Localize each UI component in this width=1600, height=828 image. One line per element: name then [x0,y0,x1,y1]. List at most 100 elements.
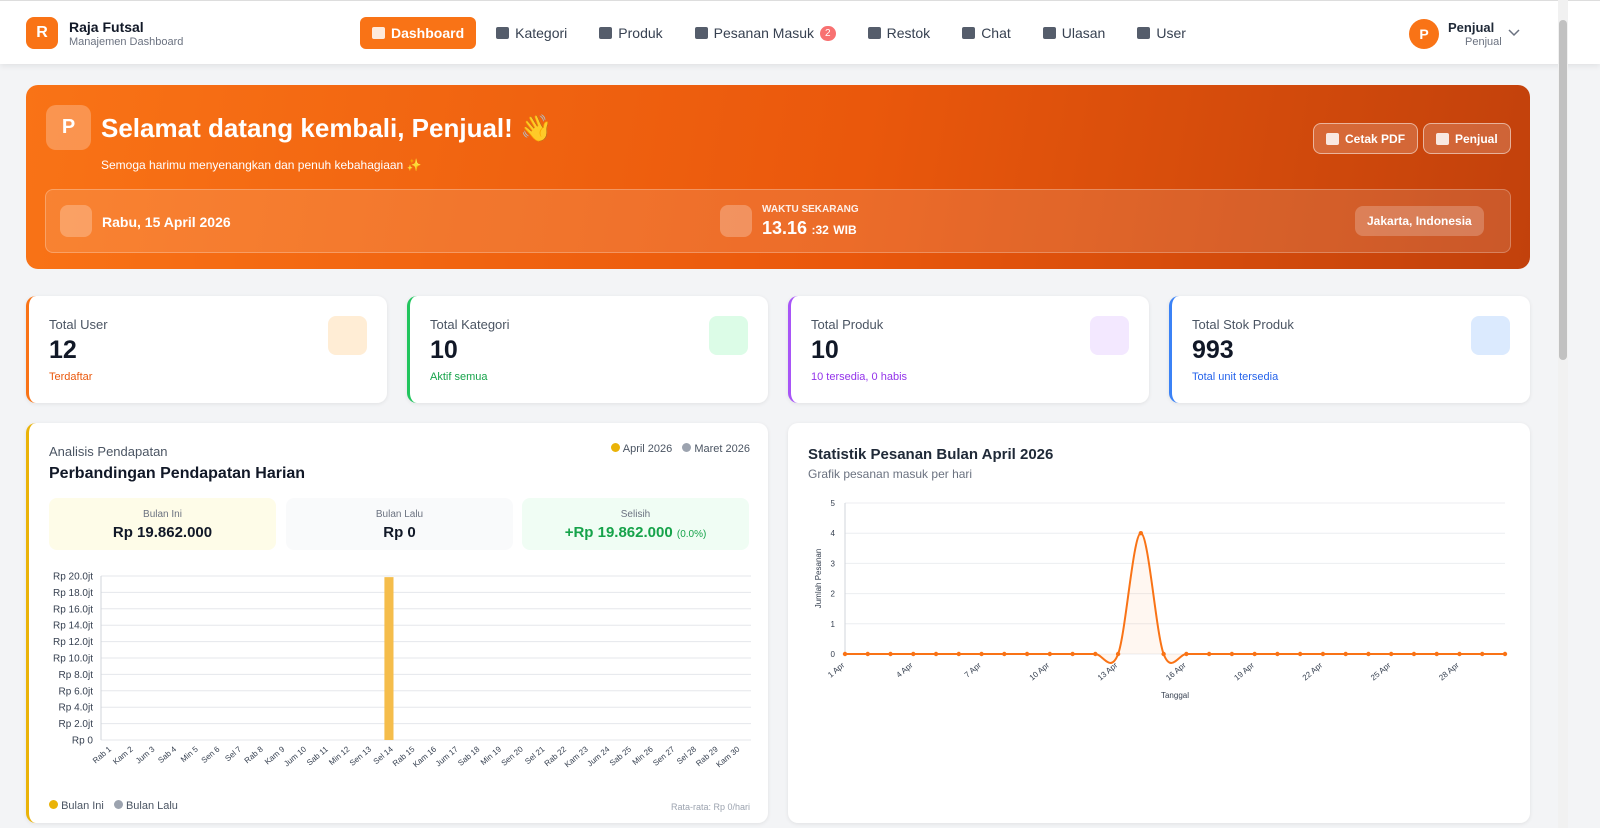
stat-label: Total Stok Produk [1192,317,1294,332]
timezone: WIB [833,223,857,237]
summary-value: Rp 19.862.000 [112,524,213,541]
stat-label: Total User [49,317,108,332]
button-label: Cetak PDF [1345,131,1406,146]
time: 13.16 :32 WIB [762,218,857,239]
point [1138,531,1144,536]
x-tick-label: Sen 6 [200,744,222,765]
logo[interactable]: R [26,17,58,49]
x-tick-label: 16 Apr [1164,660,1188,682]
average: Rata-rata: Rp 0/hari [670,802,750,812]
y-tick-label: 4 [831,529,836,538]
nav-item[interactable]: Pesanan Masuk 2 [683,17,848,49]
x-tick-label: 7 Apr [963,660,983,679]
hero-subtitle: Semoga harimu menyenangkan dan penuh keb… [101,158,422,172]
stat-card: Total User 12 Terdaftar [26,296,387,403]
nav-item[interactable]: Restok [856,17,943,49]
orders-chart: 0 1 2 3 4 5 1 Apr 4 Apr 7 Apr 10 Apr 13 Apr 16 Apr 1… [814,499,1508,700]
time-label: WAKTU SEKARANG [762,204,859,215]
summary-note: (0.0%) [676,529,707,540]
y-tick-label: Rp 16.0jt [53,604,93,615]
button-label: Penjual [1455,131,1498,146]
point [865,651,870,657]
x-tick-label: Jum 3 [134,744,157,765]
line-area [845,533,1505,663]
nav-label: Pesanan Masuk [713,25,815,41]
y-tick-label: Rp 2.0jt [59,719,94,730]
scrollbar[interactable] [1558,0,1568,828]
header: R Raja Futsal Manajemen Dashboard Dashbo… [0,0,1600,64]
y-tick-label: 3 [831,559,836,568]
period-legend: April 2026 Maret 2026 [611,443,750,455]
kicker: Analisis Pendapatan [49,444,168,459]
y-tick-label: Rp 20.0jt [53,572,93,583]
legend-label: Bulan Ini [61,800,104,812]
point [1457,651,1462,657]
pdf-button[interactable]: Cetak PDF [1313,123,1419,154]
role-button[interactable]: Penjual [1423,123,1511,154]
x-tick-label: Sen 13 [348,744,374,768]
chevron[interactable] [1508,28,1520,38]
x-tick-label: Kam 2 [111,744,135,766]
nav-item[interactable]: Ulasan [1031,17,1118,49]
summary-label: Bulan Lalu [375,509,424,520]
point [1161,651,1166,657]
nav-label: Ulasan [1061,25,1106,41]
date: Rabu, 15 April 2026 [102,214,231,230]
point [1047,651,1053,657]
summary-label: Selisih [620,509,651,520]
summary-value: Rp 0 [383,524,416,541]
nav-item[interactable]: Dashboard [360,17,477,49]
y-tick-label: Rp 12.0jt [53,637,93,648]
point [911,651,916,657]
stat-note: Terdaftar [49,371,93,383]
point [1252,651,1257,657]
point [1434,651,1439,657]
x-tick-label: 1 Apr [826,660,846,679]
point [1411,651,1417,657]
nav-label: Dashboard [391,25,465,41]
stat-value: 10 [811,336,839,364]
x-tick-label: Sab 25 [608,744,634,768]
user-avatar[interactable]: P [1409,19,1439,49]
legend-label: Maret 2026 [694,443,750,455]
nav-item[interactable]: Kategori [484,17,579,49]
brand-sub: Manajemen Dashboard [69,36,184,48]
revenue-chart: Rp 0 Rp 2.0jt Rp 4.0jt Rp 6.0jt Rp 8.0jt Rp 1… [53,572,751,769]
summary-box: Bulan Lalu Rp 0 [286,498,513,550]
x-tick-label: Min 26 [631,744,656,767]
nav-item[interactable]: User [1125,17,1198,49]
x-tick-label: 19 Apr [1232,660,1256,682]
nav: Dashboard Kategori Produk Pesanan Masuk 2… [360,17,1198,49]
nav-label: Chat [981,25,1011,41]
stat-label: Total Produk [811,317,884,332]
y-tick-label: Rp 10.0jt [53,654,93,665]
y-tick-label: 5 [831,499,836,508]
x-tick-label: Min 5 [179,744,200,764]
revenue-card: Analisis Pendapatan Perbandingan Pendapa… [26,423,768,823]
stat-card: Total Produk 10 10 tersedia, 0 habis [788,296,1149,403]
x-tick-label: Sel 7 [223,744,243,763]
stat-card: Total Stok Produk 993 Total unit tersedi… [1169,296,1530,403]
nav-item[interactable]: Produk [587,17,674,49]
summary-box: Bulan Ini Rp 19.862.000 [49,498,276,550]
point [1070,651,1075,657]
user-name[interactable]: Penjual [1448,20,1495,35]
orders-subtitle: Grafik pesanan masuk per hari [808,467,973,481]
legend-label: Bulan Lalu [125,800,178,812]
hero-title: Selamat datang kembali, Penjual! 👋 [101,113,553,143]
y-tick-label: Rp 6.0jt [59,686,94,697]
point [1366,651,1371,657]
revenue-title: Perbandingan Pendapatan Harian [49,465,306,482]
nav-item[interactable]: Chat [950,17,1023,49]
x-tick-label: Jum 24 [586,744,612,768]
point [888,651,893,657]
time-seconds: :32 [811,223,829,237]
x-tick-label: 4 Apr [894,660,914,679]
bar [384,577,394,740]
stat-value: 10 [430,336,458,364]
x-tick-label: Rab 8 [243,744,266,765]
stat-value: 993 [1192,336,1234,364]
y-axis-label: Jumlah Pesanan [814,549,823,609]
series-legend: Bulan Ini Bulan Lalu [49,800,178,812]
